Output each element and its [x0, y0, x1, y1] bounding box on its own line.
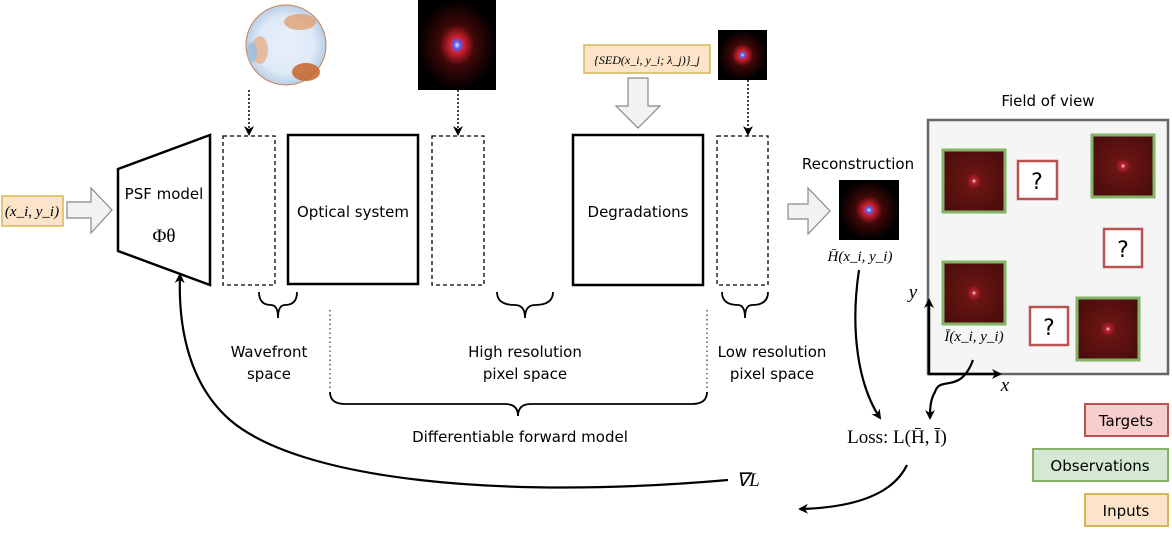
observation-stars [941, 133, 1156, 362]
arrow-reconstruction-to-loss [854, 269, 882, 420]
svg-text:PSF model: PSF model [125, 185, 204, 203]
arrow-observation-to-loss [925, 359, 975, 420]
hollow-arrow-sed [614, 77, 662, 129]
target-box: ? [1102, 227, 1144, 269]
svg-text:?: ? [1031, 170, 1043, 195]
svg-text:?: ? [1043, 316, 1055, 341]
sed-input-box: {SED(x_i, y_i; λ_j)}_j [583, 44, 711, 74]
forward-model-label: Differentiable forward model [412, 428, 628, 446]
low-res-psf-image [718, 30, 767, 80]
svg-text:space: space [247, 365, 291, 383]
loss-label: Loss: L(H̄, Ī) [847, 427, 947, 448]
psf-model-block: PSF model Φθ [116, 133, 212, 287]
reconstruction-image [839, 180, 899, 240]
wavefront-map-image [245, 4, 327, 86]
field-of-view-title: Field of view [1001, 92, 1094, 110]
arrow-gradient-to-psf-model [174, 273, 729, 489]
input-coords-box: (x_i, y_i) [1, 195, 64, 227]
svg-text:Targets: Targets [1098, 412, 1153, 430]
wavefront-space-box [222, 135, 276, 286]
arrow-loss-to-gradient [798, 464, 908, 514]
svg-text:Degradations: Degradations [588, 203, 689, 221]
space-braces [258, 291, 769, 417]
svg-text:Optical system: Optical system [297, 203, 409, 221]
gradient-label: ∇L [736, 470, 759, 491]
svg-text:{SED(x_i, y_i; λ_j)}_j: {SED(x_i, y_i; λ_j)}_j [594, 53, 700, 67]
svg-text:Observations: Observations [1050, 457, 1149, 475]
legend-targets: Targets [1084, 403, 1169, 437]
legend-observations: Observations [1032, 448, 1169, 482]
svg-text:(x_i, y_i): (x_i, y_i) [5, 204, 59, 220]
target-box: ? [1016, 159, 1059, 201]
svg-text:Φθ: Φθ [153, 226, 176, 247]
wavefront-label: Wavefront [231, 343, 308, 361]
svg-text:?: ? [1117, 238, 1129, 263]
high-res-space-box [431, 135, 485, 286]
reconstruction-label: Reconstruction [802, 155, 914, 173]
hollow-arrow-input [66, 186, 113, 235]
optical-system-block [286, 133, 420, 286]
low-res-label: Low resolution [718, 343, 827, 361]
svg-text:H̄(x_i, y_i): H̄(x_i, y_i) [827, 249, 893, 265]
svg-text:pixel space: pixel space [483, 365, 567, 383]
high-res-psf-image [418, 0, 496, 90]
target-box: ? [1028, 305, 1070, 347]
svg-text:pixel space: pixel space [730, 365, 814, 383]
svg-text:x: x [1000, 375, 1010, 396]
svg-text:Ī(x_i, y_i): Ī(x_i, y_i) [943, 329, 1003, 345]
legend-inputs: Inputs [1084, 493, 1169, 527]
svg-text:Inputs: Inputs [1103, 502, 1150, 520]
svg-text:y: y [907, 282, 918, 303]
degradations-block [571, 133, 705, 287]
high-res-label: High resolution [468, 343, 582, 361]
low-res-space-box [716, 135, 769, 286]
hollow-arrow-reconstruction [787, 186, 831, 236]
